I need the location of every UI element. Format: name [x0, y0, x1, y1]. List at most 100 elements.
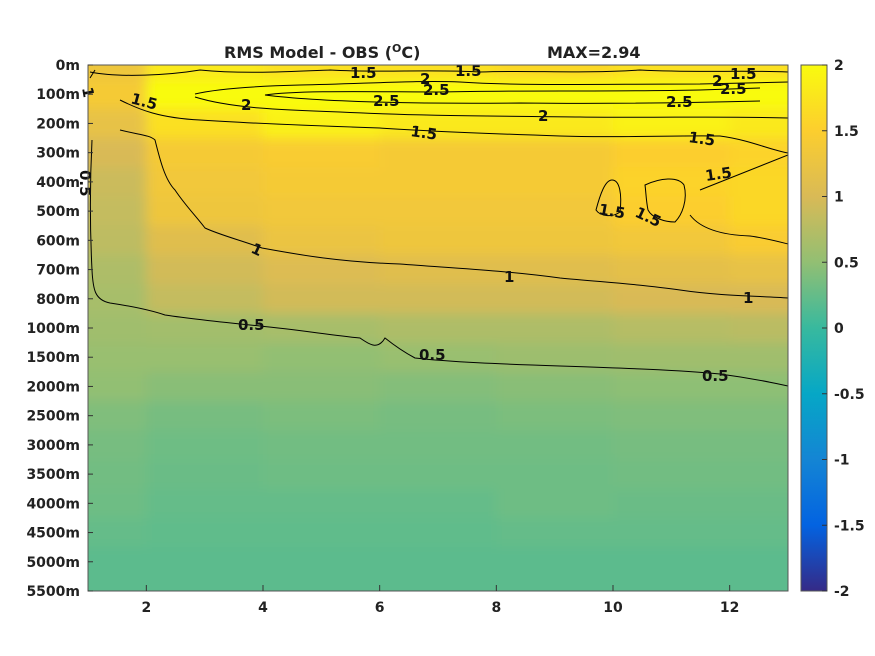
contour-label: 2.5 [720, 80, 747, 98]
heatmap-cell [263, 284, 381, 315]
heatmap-cell [613, 65, 731, 81]
x-tick-label: 2 [141, 600, 151, 616]
colorbar-ticks: 2 1.5 1 0.5 0 -0.5 -1 -1.5 -2 [822, 58, 865, 600]
y-tick-label: 600m [36, 233, 80, 249]
heatmap-cell [729, 342, 788, 373]
heatmap-cell [379, 225, 498, 256]
heatmap-cell [729, 79, 788, 110]
heatmap-cell [263, 488, 381, 519]
heatmap-cell [263, 138, 381, 169]
contour-label: 1 [504, 268, 514, 286]
heatmap-cell [613, 430, 731, 461]
heatmap-cell [146, 313, 264, 344]
contour-line-2.5 [264, 87, 761, 104]
heatmap-cell [88, 225, 148, 256]
contour-line-1.5-right [689, 154, 788, 245]
heatmap-cell [88, 576, 148, 591]
heatmap-cell [379, 430, 498, 461]
contour-line-2 [194, 80, 788, 119]
heatmap-cell [146, 547, 264, 578]
heatmap-cell [263, 225, 381, 256]
contour-label: 0.5 [238, 316, 265, 334]
heatmap-cell [88, 313, 148, 344]
heatmap-cell [496, 342, 614, 373]
contour-label: 2 [712, 72, 722, 90]
heatmap-cell [496, 547, 614, 578]
contour-label: 1.5 [704, 163, 733, 185]
heatmap-cell [379, 342, 498, 373]
y-tick-label: 800m [36, 292, 80, 308]
heatmap-cell [146, 196, 264, 227]
heatmap-cell [88, 196, 148, 227]
heatmap-cell [146, 284, 264, 315]
heatmap-cell [496, 488, 614, 519]
y-tick-label: 3000m [26, 438, 80, 454]
heatmap-cell [729, 488, 788, 519]
contour-label: 2.5 [666, 93, 693, 111]
heatmap-cell [496, 517, 614, 549]
max-label: MAX=2.94 [547, 43, 641, 62]
y-tick-label: 100m [36, 87, 80, 103]
heatmap-cell [496, 196, 614, 227]
heatmap-cell [146, 576, 264, 591]
heatmap-cell [613, 108, 731, 140]
heatmap-cell [88, 65, 148, 81]
heatmap-cell [496, 430, 614, 461]
heatmap-cell [379, 65, 498, 81]
x-tick-label: 10 [603, 600, 623, 616]
contour-line-1.5-loop2 [644, 178, 686, 223]
y-tick-label: 2000m [26, 379, 80, 395]
heatmap-cell [263, 459, 381, 490]
heatmap-cell [613, 254, 731, 286]
contour-label: 0.5 [702, 367, 729, 385]
contour-label: 2.5 [423, 81, 450, 99]
heatmap-cell [146, 254, 264, 286]
heatmap-cell [379, 401, 498, 432]
heatmap-cell [496, 254, 614, 286]
heatmap-cell [729, 547, 788, 578]
heatmap-cell [613, 401, 731, 432]
y-tick-label: 3500m [26, 467, 80, 483]
heatmap-cell [88, 79, 148, 110]
colorbar-tick-label: 1.5 [834, 124, 859, 140]
heatmap-cell [379, 576, 498, 591]
y-tick-label: 5000m [26, 555, 80, 571]
heatmap-cell [379, 313, 498, 344]
heatmap-cell [496, 401, 614, 432]
y-tick-label: 300m [36, 146, 80, 162]
heatmap-cell [729, 459, 788, 490]
contour-label: 1.5 [687, 128, 716, 150]
contour-label: 1.5 [350, 64, 377, 82]
chart-title: RMS Model - OBS (OC) [224, 42, 420, 62]
contour-label: 1 [743, 289, 753, 307]
colorbar-tick-label: -2 [834, 584, 850, 600]
heatmap-cell [379, 108, 498, 140]
heatmap-cell [613, 576, 731, 591]
contour-line-1.5-top [89, 69, 788, 76]
heatmap-field [88, 65, 788, 591]
y-tick-label: 200m [36, 116, 80, 132]
colorbar-tick-label: 0.5 [834, 255, 859, 271]
heatmap-cell [146, 108, 264, 140]
y-tick-label: 500m [36, 204, 80, 220]
heatmap-cell [263, 254, 381, 286]
heatmap-cell [146, 401, 264, 432]
colorbar-tick-label: 0 [834, 321, 844, 337]
contour-label: 1.5 [597, 200, 626, 222]
heatmap-cell [263, 342, 381, 373]
x-tick-label: 12 [720, 600, 739, 616]
heatmap-cell [496, 576, 614, 591]
heatmap-cell [729, 138, 788, 169]
heatmap-cell [613, 342, 731, 373]
heatmap-cell [613, 225, 731, 256]
heatmap-cell [146, 79, 264, 110]
heatmap-cell [613, 517, 731, 549]
heatmap-cell [379, 371, 498, 403]
heatmap-cell [379, 79, 498, 110]
heatmap-cell [379, 547, 498, 578]
heatmap-cell [88, 138, 148, 169]
heatmap-cell [146, 459, 264, 490]
heatmap-cell [88, 167, 148, 198]
heatmap-cell [613, 547, 731, 578]
heatmap-cell [729, 196, 788, 227]
